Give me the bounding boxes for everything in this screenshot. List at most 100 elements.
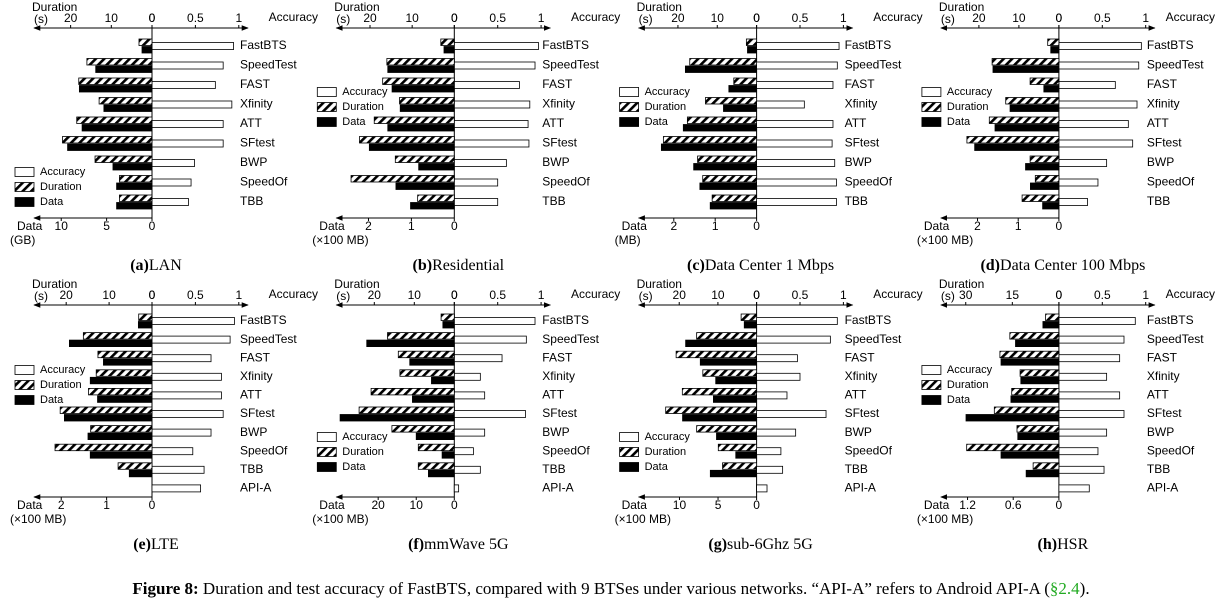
bar [705,97,758,105]
bar [89,376,153,385]
bar [1058,159,1108,167]
data-unit: (×100 MB) [917,233,973,247]
data-tick-label: 0 [1056,498,1063,512]
category-label: SpeedOf [542,175,590,189]
bar [756,335,831,344]
bar [991,58,1060,66]
bar [1016,425,1060,433]
bar [702,369,757,377]
legend-swatch [14,167,35,177]
bar [713,395,758,403]
legend-swatch [921,87,942,97]
bar [711,194,757,202]
bar [723,104,757,112]
legend-swatch [921,380,942,390]
category-label: SpeedTest [845,332,902,346]
bar [141,46,153,54]
accuracy-label: Accuracy [873,287,922,301]
bar [415,432,455,441]
bar [453,317,536,325]
category-label: FastBTS [542,38,589,52]
duration-label: Duration [32,277,77,291]
category-label: SFtest [1147,136,1182,150]
legend-label: Duration [342,446,384,458]
data-unit: (×100 MB) [312,512,368,526]
category-label: FAST [1147,350,1178,364]
category-label: SpeedTest [1147,58,1204,72]
bar [373,116,455,124]
bar [151,139,224,148]
duration-tick-label: 20 [671,11,685,25]
legend-label: Duration [947,101,989,113]
bar [98,97,153,105]
category-label: FastBTS [1147,313,1194,327]
accuracy-tick-label: 0 [451,11,458,25]
bar [151,484,202,493]
bar [82,332,153,340]
data-tick-label: 0 [451,219,458,233]
bar [366,339,455,348]
bar [1058,178,1099,187]
category-label: Xfinity [542,97,575,111]
category-label: FAST [845,77,876,91]
category-label: FAST [845,350,876,364]
accuracy-label: Accuracy [1166,287,1215,301]
legend-swatch [14,182,35,192]
bar [453,159,507,167]
duration-tick-label: 10 [105,11,119,25]
bar [1058,391,1121,400]
duration-unit: (s) [34,289,48,303]
category-label: FAST [240,77,271,91]
bar [684,65,758,73]
bar [662,136,758,144]
legend-label: Accuracy [342,431,388,443]
legend-swatch [921,365,942,375]
bar [62,136,153,144]
data-label: Data [622,219,648,233]
legend-label: Data [947,116,971,128]
bar [1042,321,1060,329]
bar [88,387,153,396]
category-label: SpeedOf [1147,175,1195,189]
bar [1058,354,1121,363]
bar [151,410,224,418]
accuracy-tick-label: 1 [840,288,847,302]
bar [116,182,153,190]
bar [117,462,153,470]
bar [992,65,1060,73]
category-label: SFtest [1147,406,1182,420]
category-label: BWP [845,155,872,169]
data-tick-label: 5 [103,219,110,233]
category-label: ATT [240,116,262,130]
bar [747,46,757,54]
bar [116,202,153,210]
bar [81,124,153,132]
bar [756,198,837,206]
bar [138,313,153,321]
category-label: BWP [240,425,267,439]
accuracy-tick-label: 0.5 [1094,288,1111,302]
duration-tick-label: 20 [363,11,377,25]
duration-tick-label: 30 [959,288,973,302]
category-label: Xfinity [845,369,878,383]
category-label: SFtest [542,406,577,420]
bar [382,77,455,85]
bar [675,350,757,359]
bar [745,38,758,46]
category-label: SpeedTest [240,58,297,72]
bar [1058,484,1090,493]
data-label: Data [622,498,648,512]
data-tick-label: 0.6 [1005,498,1022,512]
data-tick-label: 10 [410,498,424,512]
duration-tick-label: 15 [1006,288,1020,302]
data-tick-label: 1 [408,219,415,233]
figure-caption: Figure 8: Duration and test accuracy of … [132,579,1089,598]
category-label: Xfinity [240,369,273,383]
duration-label: Duration [939,0,984,14]
data-tick-label: 0 [149,219,156,233]
accuracy-tick-label: 1 [1142,288,1149,302]
duration-unit: (s) [941,12,955,26]
bar [350,175,455,183]
bar [441,451,455,459]
